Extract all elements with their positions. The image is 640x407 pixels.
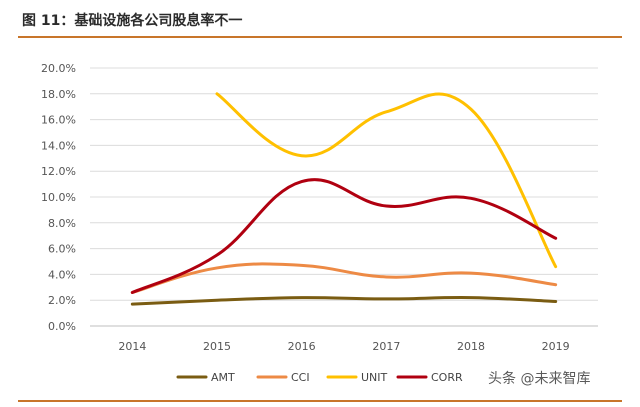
legend-label: AMT [211,371,235,384]
y-tick-label: 20.0% [41,62,76,75]
title-divider [18,36,622,38]
x-tick-label: 2018 [457,340,485,353]
grid-lines [90,67,598,327]
x-tick-label: 2015 [203,340,231,353]
y-tick-label: 6.0% [48,243,76,256]
legend-label: CCI [291,371,310,384]
x-axis-ticks: 2014 2015 2016 2017 2018 2019 [118,340,569,353]
y-tick-label: 0.0% [48,320,76,333]
x-tick-label: 2014 [118,340,146,353]
legend-label: UNIT [361,371,388,384]
y-tick-label: 14.0% [41,139,76,152]
y-tick-label: 4.0% [48,268,76,281]
series-line-cci [130,262,558,294]
bottom-divider [18,400,622,402]
series-line-amt [130,296,558,306]
y-tick-label: 2.0% [48,294,76,307]
y-tick-label: 8.0% [48,217,76,230]
series-lines [130,92,558,306]
y-axis-ticks: 0.0% 2.0% 4.0% 6.0% 8.0% 10.0% 12.0% 14.0% 16.0%… [41,62,76,333]
series-line-unit [215,92,558,269]
figure-title: 图 11：基础设施各公司股息率不一 [22,13,243,29]
x-tick-label: 2019 [542,340,570,353]
x-tick-label: 2016 [288,340,316,353]
series-line-corr [130,178,558,294]
y-tick-label: 12.0% [41,165,76,178]
legend: AMT CCI UNIT CORR [176,371,463,384]
watermark: 头条 @未来智库 [488,371,591,387]
y-tick-label: 18.0% [41,88,76,101]
x-tick-label: 2017 [372,340,400,353]
y-tick-label: 10.0% [41,191,76,204]
legend-label: CORR [431,371,463,384]
y-tick-label: 16.0% [41,114,76,127]
